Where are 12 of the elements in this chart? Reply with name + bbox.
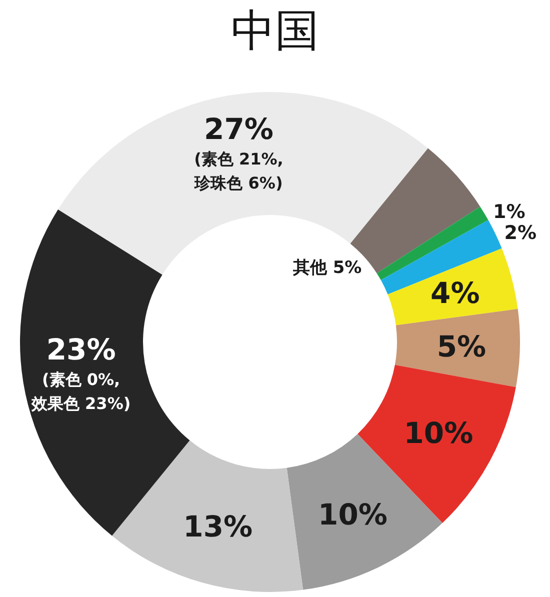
data-label: 5%	[332, 258, 362, 278]
data-label: 1%	[493, 201, 526, 224]
data-label: 23% (素色 0%, 效果色 23%)	[30, 332, 131, 413]
data-label: 10%	[404, 416, 474, 450]
data-label: 13%	[183, 509, 253, 544]
data-label: 10%	[318, 498, 388, 532]
data-label: 2%	[504, 222, 537, 244]
data-label: 4%	[430, 276, 480, 310]
data-label: 27% (素色 21%, 珍珠色 6%)	[194, 112, 284, 193]
slice-label: 其他	[292, 258, 328, 278]
chart-title: 中国	[231, 6, 319, 56]
data-label: 5%	[436, 330, 486, 364]
